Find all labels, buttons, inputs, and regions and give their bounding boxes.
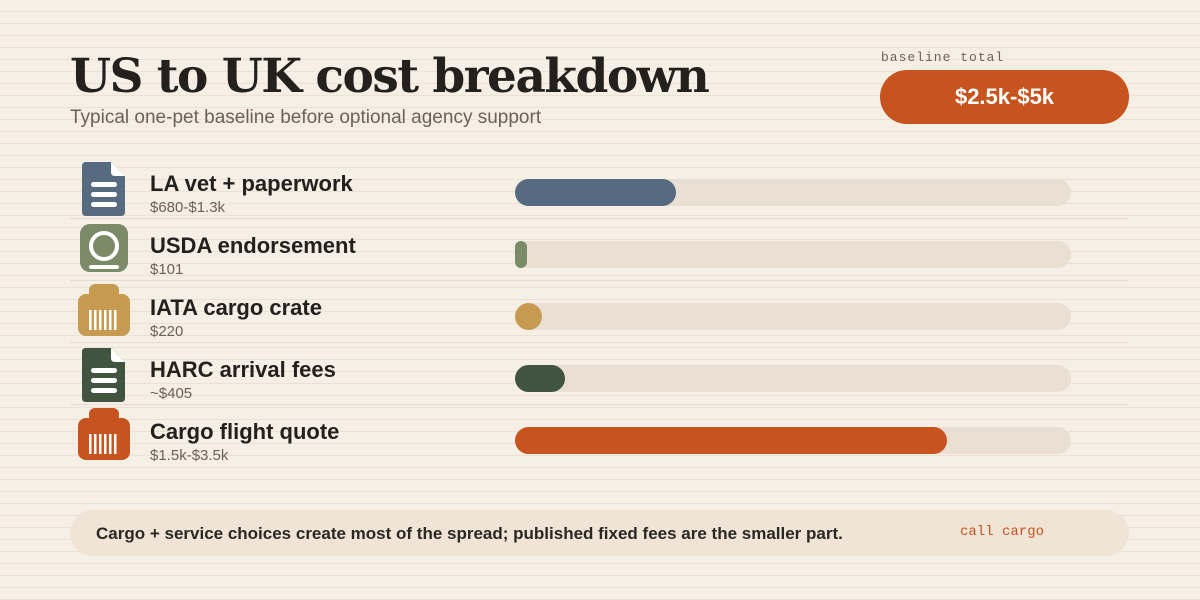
cost-row: Cargo flight quote $1.5k-$3.5k xyxy=(0,405,1200,467)
cost-row: IATA cargo crate $220 xyxy=(0,281,1200,343)
document-icon xyxy=(78,160,130,218)
value-label: ~$405 xyxy=(150,385,193,402)
row-divider xyxy=(70,404,1128,405)
footer-banner: Cargo + service choices create most of t… xyxy=(70,510,1129,556)
row-divider xyxy=(70,218,1128,219)
row-divider xyxy=(70,342,1128,343)
category-label: HARC arrival fees xyxy=(150,357,336,382)
page-subtitle: Typical one-pet baseline before optional… xyxy=(70,107,542,128)
baseline-total-badge: $2.5k-$5k xyxy=(880,70,1129,124)
bar-track xyxy=(515,427,1071,454)
baseline-total-label: baseline total xyxy=(881,50,1005,65)
category-label: Cargo flight quote xyxy=(150,419,340,444)
crate-icon xyxy=(78,408,130,466)
bar-track xyxy=(515,179,1071,206)
value-label: $220 xyxy=(150,323,184,340)
cost-row: HARC arrival fees ~$405 xyxy=(0,343,1200,405)
bar-track xyxy=(515,241,1071,268)
footer-note: Cargo + service choices create most of t… xyxy=(96,524,843,543)
value-label: $680-$1.3k xyxy=(150,199,226,216)
bar-track xyxy=(515,303,1071,330)
category-label: LA vet + paperwork xyxy=(150,171,353,196)
bar xyxy=(515,241,527,268)
value-label: $101 xyxy=(150,261,184,278)
cost-row: LA vet + paperwork $680-$1.3k xyxy=(0,157,1200,219)
bar xyxy=(515,179,676,206)
cost-row: USDA endorsement $101 xyxy=(0,219,1200,281)
bar xyxy=(515,303,542,330)
category-label: USDA endorsement xyxy=(150,233,356,258)
bar xyxy=(515,427,947,454)
document-icon xyxy=(78,346,130,404)
seal-icon xyxy=(78,222,130,280)
value-label: $1.5k-$3.5k xyxy=(150,447,229,464)
call-cargo-link[interactable]: call cargo xyxy=(960,524,1045,540)
crate-icon xyxy=(78,284,130,342)
page-title: US to UK cost breakdown xyxy=(70,49,710,104)
bar-track xyxy=(515,365,1071,392)
row-divider xyxy=(70,280,1128,281)
category-label: IATA cargo crate xyxy=(150,295,322,320)
bar xyxy=(515,365,565,392)
